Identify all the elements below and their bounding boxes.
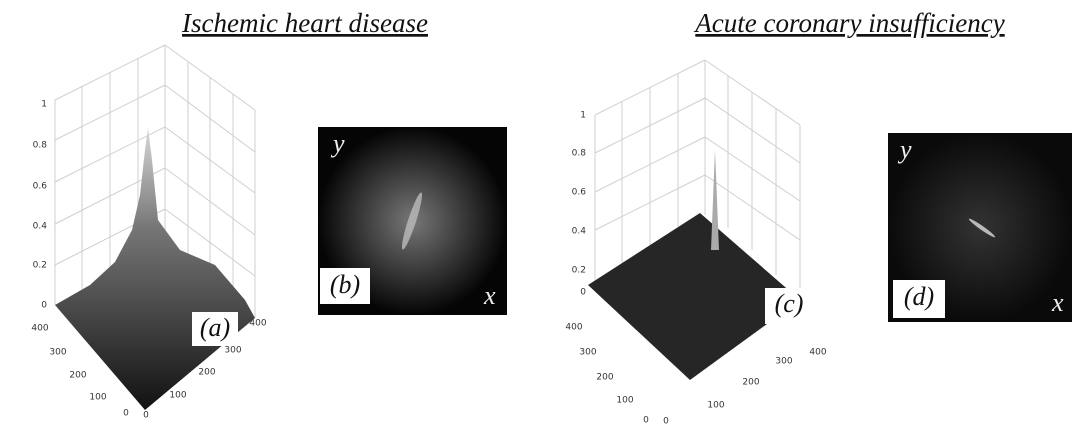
tick-label: 0 [643, 416, 649, 426]
tick-label: 200 [198, 368, 215, 378]
tick-label: 0 [41, 301, 47, 311]
tick-label: 400 [565, 323, 582, 333]
panel-title: Acute coronary insufficiency [693, 8, 1004, 38]
panel-title: Ischemic heart disease [181, 8, 428, 38]
tick-label: 300 [224, 346, 241, 356]
axis-label: x [1051, 288, 1064, 317]
tick-label: 0.2 [572, 266, 586, 276]
tick-label: 100 [89, 393, 106, 403]
label: (b) [330, 270, 360, 299]
tick-label: 200 [69, 371, 86, 381]
page: Heart disease spectra {"panels": [ {"tit… [0, 0, 1078, 428]
tick-label: 0 [663, 417, 669, 427]
surface-spike [711, 150, 719, 250]
tick-label: 0 [580, 288, 586, 298]
surface-label: (c) [765, 288, 813, 324]
left-ticks: 400 300 200 100 0 [565, 323, 649, 426]
tick-label: 100 [707, 401, 724, 411]
surface [55, 128, 255, 410]
tick-label: 0.4 [33, 222, 48, 232]
tick-label: 0 [123, 409, 129, 419]
axis-label: y [897, 135, 912, 164]
label: (c) [775, 289, 804, 318]
tick-label: 300 [775, 357, 792, 367]
surface-label: (a) [192, 312, 238, 346]
tick-label: 300 [579, 348, 596, 358]
tick-label: 300 [49, 348, 66, 358]
figure: Ischemic heart disease Acute coronary in… [0, 0, 1078, 428]
axis-label: y [330, 129, 345, 158]
axis-label: x [483, 281, 496, 310]
tick-label: 1 [580, 111, 586, 121]
tick-label: 100 [616, 396, 633, 406]
tick-label: 0.8 [572, 149, 587, 159]
tick-label: 0.2 [33, 261, 47, 271]
tick-label: 200 [596, 373, 613, 383]
z-ticks: 0 0.2 0.4 0.6 0.8 1 [572, 111, 587, 298]
tick-label: 200 [742, 378, 759, 388]
tick-label: 400 [809, 348, 826, 358]
tick-label: 0.8 [33, 141, 48, 151]
label: (a) [200, 313, 230, 342]
tick-label: 0.6 [33, 182, 48, 192]
body: Ischemic heart disease Acute coronary in… [0, 0, 1078, 428]
tick-label: 400 [249, 319, 266, 329]
tick-label: 400 [31, 324, 48, 334]
tick-label: 0.6 [572, 188, 587, 198]
label: (d) [904, 282, 934, 311]
tick-label: 0.4 [572, 227, 587, 237]
tick-label: 0 [143, 411, 149, 421]
z-ticks: 0 0.2 0.4 0.6 0.8 1 [33, 100, 48, 311]
tick-label: 100 [169, 391, 186, 401]
tick-label: 1 [41, 100, 47, 110]
